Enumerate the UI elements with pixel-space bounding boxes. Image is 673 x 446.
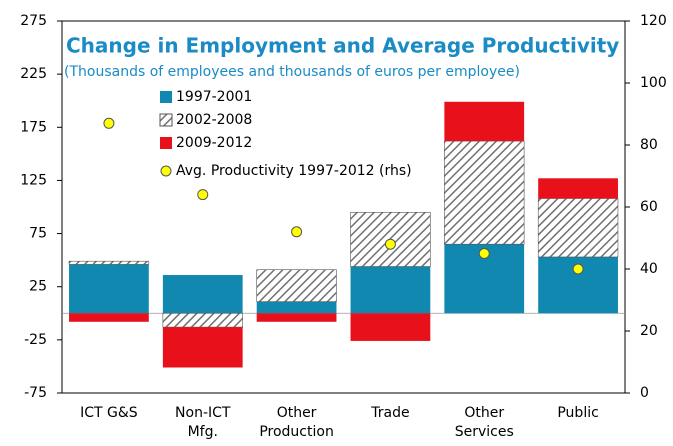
chart-title: Change in Employment and Average Product… [66, 34, 619, 58]
legend-label: 1997-2001 [176, 89, 252, 105]
x-tick-label: Non-ICT Mfg. [175, 405, 231, 440]
productivity-point [197, 189, 209, 201]
x-tick-label: Other Services [454, 405, 514, 440]
y-tick-label: -75 [24, 385, 47, 401]
bar-segment [69, 313, 149, 322]
x-tick-label: ICT G&S [80, 405, 138, 421]
bar-segment [350, 313, 431, 341]
productivity-point [103, 117, 115, 129]
productivity-point [384, 238, 396, 250]
y2-tick-label: 120 [640, 13, 667, 29]
legend-label: 2009-2012 [176, 135, 252, 151]
legend-swatch [160, 137, 172, 149]
productivity-point [291, 226, 303, 238]
y-tick-label: 275 [20, 13, 47, 29]
x-tick-label: Other Production [259, 405, 334, 440]
bar-segment [444, 140, 525, 245]
y2-tick-label: 100 [640, 75, 667, 91]
bar-segment [69, 264, 149, 314]
bar-segment [162, 312, 243, 328]
bar-segment [444, 101, 525, 142]
y-tick-label: -25 [24, 332, 47, 348]
bar-segment [162, 327, 243, 368]
x-tick-label: Public [557, 405, 599, 421]
y-tick-label: 125 [20, 172, 47, 188]
bar-segment [538, 178, 618, 199]
productivity-point [572, 263, 584, 275]
bar-segment [256, 269, 337, 302]
y2-tick-label: 40 [640, 261, 658, 277]
x-tick-label: Trade [371, 405, 410, 421]
bar-segment [537, 198, 619, 258]
y-tick-label: 25 [29, 279, 47, 295]
y2-tick-label: 0 [640, 385, 649, 401]
y2-tick-label: 60 [640, 199, 658, 215]
productivity-point [478, 248, 490, 259]
bar-segment [68, 260, 150, 265]
y-tick-label: 175 [20, 119, 47, 135]
bar-segment [162, 275, 243, 314]
bar-segment [256, 301, 337, 314]
legend-label: 2002-2008 [176, 112, 252, 128]
chart-subtitle: (Thousands of employees and thousands of… [64, 64, 520, 80]
legend-swatch [159, 113, 173, 127]
legend-label: Avg. Productivity 1997-2012 (rhs) [176, 163, 412, 179]
y-tick-label: 75 [29, 226, 47, 242]
legend-marker [160, 165, 172, 177]
bar-segment [256, 313, 337, 322]
bar-segment [350, 266, 431, 314]
y-tick-label: 225 [20, 66, 47, 82]
legend-swatch [160, 91, 172, 103]
y2-tick-label: 20 [640, 323, 658, 339]
y2-tick-label: 80 [640, 137, 658, 153]
